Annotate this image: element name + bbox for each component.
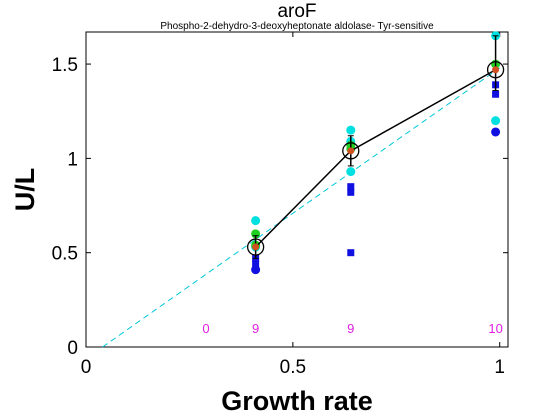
- x-tick-label: 0: [81, 357, 92, 378]
- y-tick-label: 1: [67, 149, 78, 170]
- cyan-point: [346, 167, 356, 177]
- blue-square-point: [492, 90, 500, 98]
- chart-title: aroF: [277, 1, 316, 22]
- chart-subtitle: Phospho-2-dehydro-3-deoxyheptonate aldol…: [160, 21, 434, 32]
- mean-point-fill: [492, 66, 500, 74]
- mean-point-ring: [246, 238, 265, 256]
- plot-layer: [85, 31, 509, 348]
- y-axis-label: U/L: [10, 168, 40, 212]
- cyan-point: [346, 125, 356, 135]
- count-label: 0: [202, 321, 209, 336]
- x-tick-label: 0.5: [280, 357, 306, 378]
- fit-line: [102, 67, 501, 348]
- mean-point-ring: [486, 61, 505, 79]
- mean-point-fill: [252, 243, 260, 251]
- x-axis-label: Growth rate: [221, 386, 373, 416]
- x-tick-label: 1: [494, 357, 505, 378]
- blue-square-point: [347, 188, 355, 196]
- y-tick-label: 0: [67, 338, 78, 359]
- text-layer: aroF Phospho-2-dehydro-3-deoxyheptonate …: [10, 1, 505, 416]
- y-tick-label: 0.5: [52, 244, 78, 265]
- y-tick-label: 1.5: [52, 55, 78, 76]
- mean-point-ring: [342, 142, 360, 160]
- count-label: 10: [488, 321, 502, 336]
- blue-square-point: [347, 249, 355, 257]
- count-label: 9: [252, 321, 259, 336]
- blue-circle-point: [491, 127, 501, 137]
- count-label: 9: [347, 321, 354, 336]
- plot-frame: [85, 31, 509, 348]
- cyan-point: [491, 116, 501, 126]
- cyan-point: [251, 216, 261, 226]
- blue-square-point: [252, 260, 260, 268]
- blue-square-point: [347, 183, 355, 191]
- mean-point-fill: [347, 147, 355, 155]
